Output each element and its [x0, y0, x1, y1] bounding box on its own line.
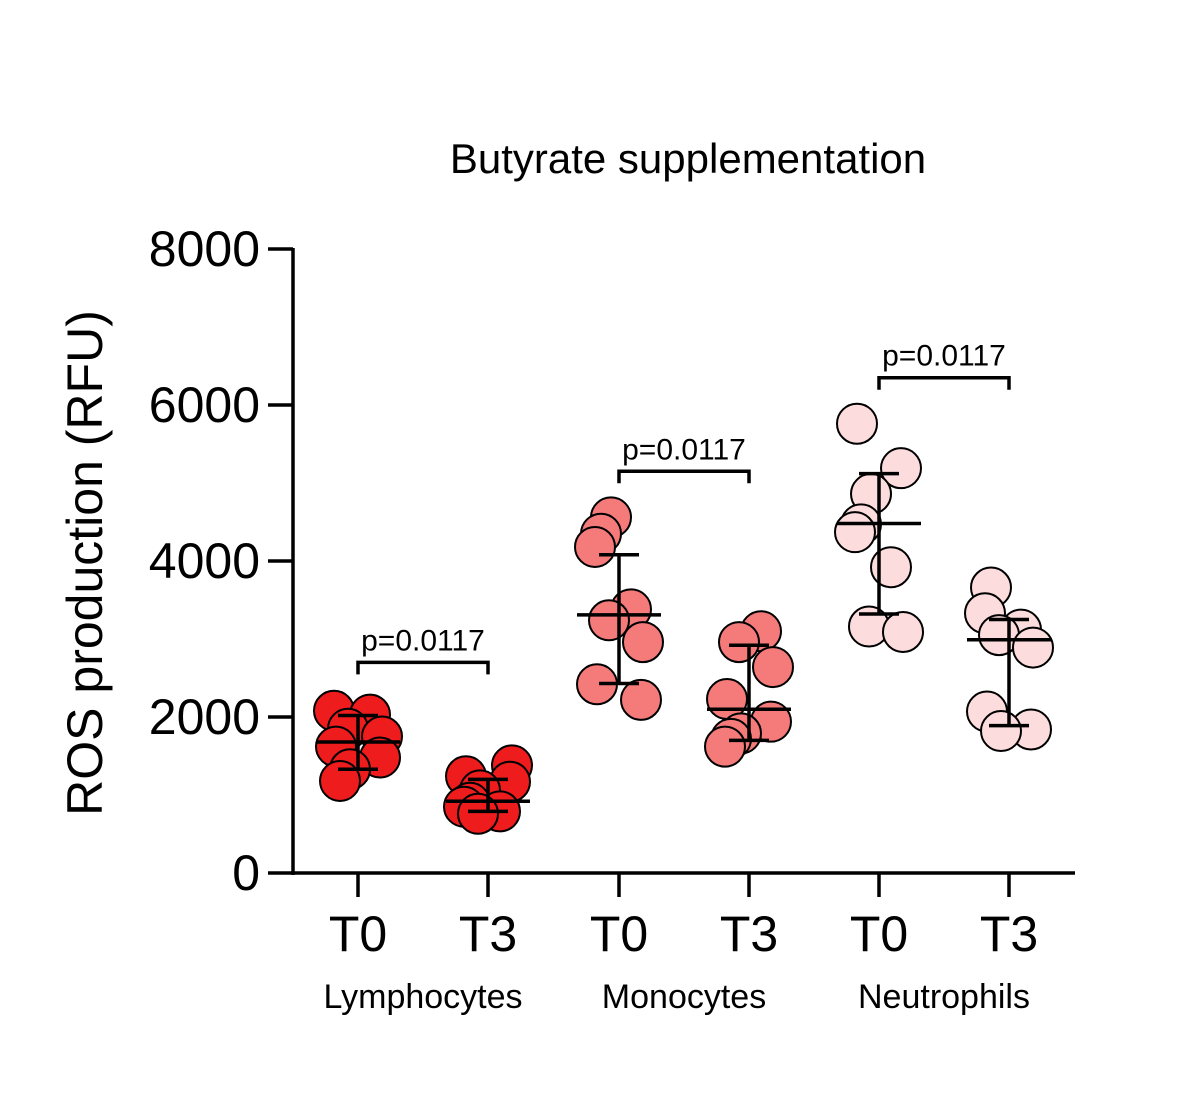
data-point: [620, 678, 662, 721]
p-value-label: p=0.0117: [882, 340, 1006, 373]
y-tick-label: 0: [232, 845, 260, 901]
significance-annotations: p=0.0117 p=0.0117 p=0.0117: [356, 340, 1011, 675]
y-tick-label: 8000: [149, 221, 260, 277]
group-label: Monocytes: [602, 978, 766, 1016]
data-point: [752, 646, 794, 689]
data-marks: [313, 402, 1054, 835]
group-label: Lymphocytes: [323, 978, 522, 1016]
data-point: [574, 525, 616, 568]
data-point: [319, 759, 361, 802]
x-tick-label: T3: [459, 906, 517, 962]
data-point: [870, 546, 912, 589]
chart-title: Butyrate supplementation: [450, 135, 926, 182]
data-point: [836, 402, 878, 445]
series-group: [574, 496, 664, 721]
data-point: [980, 710, 1022, 753]
p-value-label: p=0.0117: [361, 624, 485, 657]
data-point: [718, 621, 760, 664]
x-tick-label: T0: [329, 906, 387, 962]
series-group: [443, 744, 533, 835]
series-group: [964, 566, 1054, 753]
x-tick-label: T3: [720, 906, 778, 962]
y-tick-label: 6000: [149, 377, 260, 433]
series-group: [704, 610, 794, 768]
p-value-label: p=0.0117: [622, 433, 746, 466]
data-point: [588, 599, 630, 642]
significance-bracket: [617, 469, 751, 484]
significance-bracket: [356, 660, 490, 675]
series-group: [834, 402, 924, 653]
data-point: [622, 621, 664, 664]
x-tick-label: T0: [590, 906, 648, 962]
x-tick-label: T3: [980, 906, 1038, 962]
significance-bracket: [877, 375, 1011, 390]
group-label: Neutrophils: [858, 978, 1030, 1016]
x-tick-label: T0: [850, 906, 908, 962]
y-axis-label: ROS production (RFU): [57, 310, 113, 816]
data-point: [834, 511, 876, 554]
axes: 0 2000 4000 6000 8000 T0 T3 T0 T3 T0 T3 Lymphocytes…: [149, 221, 1075, 1016]
series-group: [313, 689, 403, 802]
data-point: [704, 725, 746, 768]
y-tick-label: 4000: [149, 533, 260, 589]
y-tick-label: 2000: [149, 689, 260, 745]
data-point: [1012, 626, 1054, 669]
data-point: [880, 447, 922, 490]
data-point: [882, 610, 924, 653]
